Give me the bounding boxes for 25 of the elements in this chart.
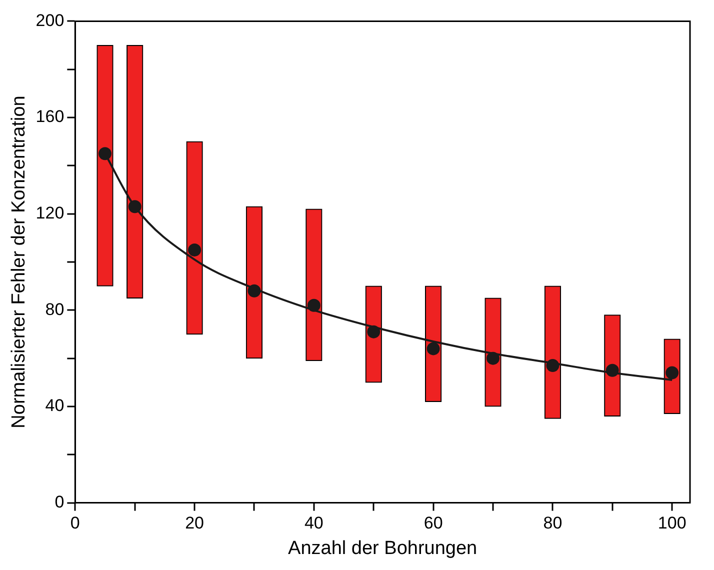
x-tick-label: 40 — [304, 514, 324, 533]
point — [188, 243, 202, 256]
y-tick-label: 40 — [45, 396, 64, 416]
point — [486, 352, 500, 365]
point — [128, 200, 142, 214]
point — [606, 364, 619, 377]
point — [367, 325, 380, 338]
point — [666, 366, 679, 380]
x-tick-label: 60 — [424, 514, 443, 533]
point — [307, 298, 320, 312]
x-axis-title: Anzahl der Bohrungen — [288, 538, 478, 559]
point — [248, 284, 261, 298]
x-tick-label: 0 — [70, 514, 80, 533]
y-tick-label: 200 — [36, 10, 64, 30]
x-tick-label: 80 — [543, 514, 562, 533]
x-tick-label: 20 — [185, 514, 204, 533]
point — [426, 342, 440, 356]
x-tick-label: 100 — [658, 514, 686, 533]
point — [98, 147, 112, 160]
y-tick-label: 0 — [54, 492, 64, 512]
y-tick-label: 80 — [45, 300, 64, 319]
point — [546, 359, 560, 372]
y-tick-label: 120 — [36, 204, 64, 223]
y-axis-title: Normalisierter Fehler der Konzentration — [8, 96, 30, 428]
y-tick-label: 160 — [36, 107, 64, 126]
